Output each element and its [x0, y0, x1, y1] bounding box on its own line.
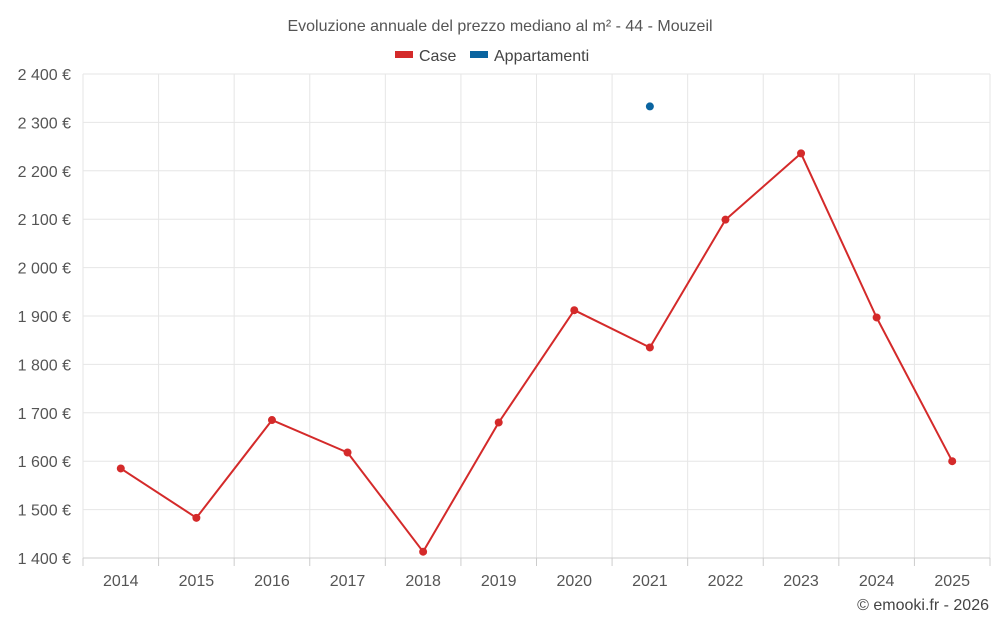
- legend: Case Appartamenti: [395, 48, 589, 65]
- x-tick-label: 2017: [330, 573, 366, 590]
- x-tick-label: 2019: [481, 573, 517, 590]
- legend-item-case[interactable]: Case: [395, 48, 456, 65]
- legend-item-appartamenti[interactable]: Appartamenti: [470, 48, 589, 65]
- y-tick-label: 1 700 €: [18, 406, 71, 423]
- x-tick-label: 2014: [103, 573, 139, 590]
- y-tick-label: 1 500 €: [18, 503, 71, 520]
- data-point-case-2022[interactable]: [721, 215, 730, 224]
- data-point-case-2023[interactable]: [797, 149, 806, 158]
- data-point-case-2024[interactable]: [872, 313, 881, 322]
- chart-title: Evoluzione annuale del prezzo mediano al…: [287, 18, 712, 35]
- x-tick-label: 2018: [405, 573, 441, 590]
- axes: 1 400 € 1 500 € 1 600 € 1 700 € 1 800 € 1 900…: [18, 67, 991, 590]
- x-tick-label: 2016: [254, 573, 290, 590]
- legend-swatch-appartamenti: [470, 51, 488, 58]
- data-point-case-2020[interactable]: [570, 306, 579, 315]
- y-tick-label: 1 800 €: [18, 357, 71, 374]
- y-tick-label: 2 000 €: [18, 261, 71, 278]
- x-tick-label: 2022: [708, 573, 744, 590]
- data-point-case-2025[interactable]: [948, 457, 957, 466]
- data-point-case-2019[interactable]: [494, 418, 503, 427]
- series-layer: [116, 102, 957, 556]
- grid: [82, 73, 991, 559]
- y-tick-label: 2 100 €: [18, 212, 71, 229]
- y-tick-label: 2 200 €: [18, 164, 71, 181]
- data-point-case-2015[interactable]: [192, 513, 201, 522]
- y-tick-label: 2 300 €: [18, 115, 71, 132]
- y-tick-label: 1 400 €: [18, 551, 71, 568]
- x-tick-label: 2023: [783, 573, 819, 590]
- data-point-case-2018[interactable]: [419, 547, 428, 556]
- data-point-appartamenti-2021[interactable]: [645, 102, 654, 111]
- legend-label-appartamenti: Appartamenti: [494, 48, 589, 65]
- legend-swatch-case: [395, 51, 413, 58]
- x-tick-label: 2021: [632, 573, 668, 590]
- legend-label-case: Case: [419, 48, 456, 65]
- y-tick-label: 1 900 €: [18, 309, 71, 326]
- series-line-case: [120, 152, 954, 553]
- y-tick-label: 2 400 €: [18, 67, 71, 84]
- x-tick-label: 2025: [934, 573, 970, 590]
- y-tick-label: 1 600 €: [18, 454, 71, 471]
- x-tick-label: 2020: [556, 573, 592, 590]
- data-point-case-2016[interactable]: [267, 416, 276, 425]
- data-point-case-2021[interactable]: [645, 343, 654, 352]
- x-tick-label: 2015: [179, 573, 215, 590]
- data-point-case-2017[interactable]: [343, 448, 352, 457]
- x-tick-label: 2024: [859, 573, 895, 590]
- credit-text: © emooki.fr - 2026: [857, 597, 989, 614]
- data-point-case-2014[interactable]: [116, 464, 125, 473]
